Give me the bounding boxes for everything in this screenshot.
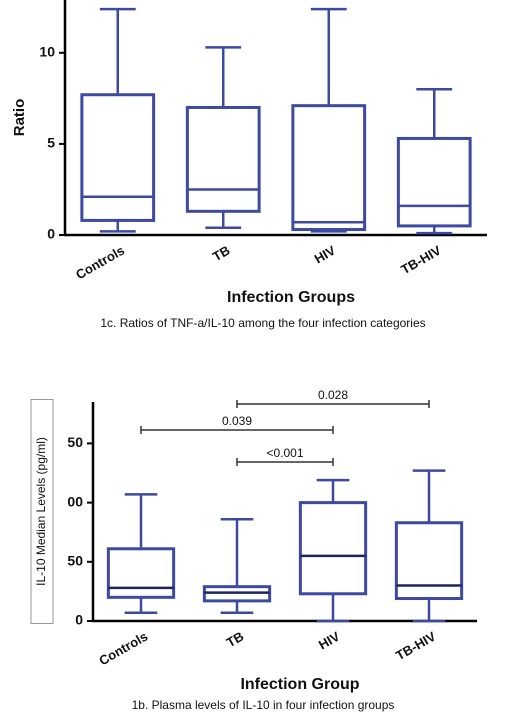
box: [80, 93, 156, 222]
annotation: 0.028: [318, 388, 348, 402]
box: [396, 136, 472, 228]
box: [185, 105, 261, 213]
box: [291, 104, 367, 232]
y-tick-label: 10: [39, 44, 55, 60]
caption: 1b. Plasma levels of IL-10 in four infec…: [132, 698, 395, 712]
y-tick-label: 50: [67, 434, 83, 450]
x-tick-label: Controls: [73, 243, 127, 283]
annotation: 0.039: [222, 414, 252, 428]
x-tick-label: HIV: [312, 242, 339, 266]
box: [394, 521, 464, 601]
x-tick-label: TB-HIV: [393, 628, 438, 663]
annotation: <0.001: [266, 446, 303, 460]
x-tick-label: HIV: [316, 628, 343, 652]
y-tick-label: 0: [75, 612, 83, 628]
y-tick-label: 0: [47, 226, 55, 242]
caption: 1c. Ratios of TNF-a/IL-10 among the four…: [100, 316, 425, 330]
x-label: Infection Groups: [227, 289, 355, 306]
y-tick-label: 50: [67, 553, 83, 569]
x-label: Infection Group: [240, 676, 359, 693]
x-tick-label: TB-HIV: [398, 242, 443, 277]
y-label-box: [30, 399, 54, 624]
x-tick-label: Controls: [96, 629, 150, 669]
y-tick-label: 00: [67, 493, 83, 509]
y-label: IL-10 Median Levels (pg/ml): [34, 437, 48, 586]
y-tick-label: 5: [47, 135, 55, 151]
box: [298, 501, 368, 596]
x-tick-label: TB: [210, 243, 233, 265]
x-tick-label: TB: [224, 629, 247, 651]
y-label: Ratio: [11, 99, 28, 137]
box: [106, 547, 176, 599]
